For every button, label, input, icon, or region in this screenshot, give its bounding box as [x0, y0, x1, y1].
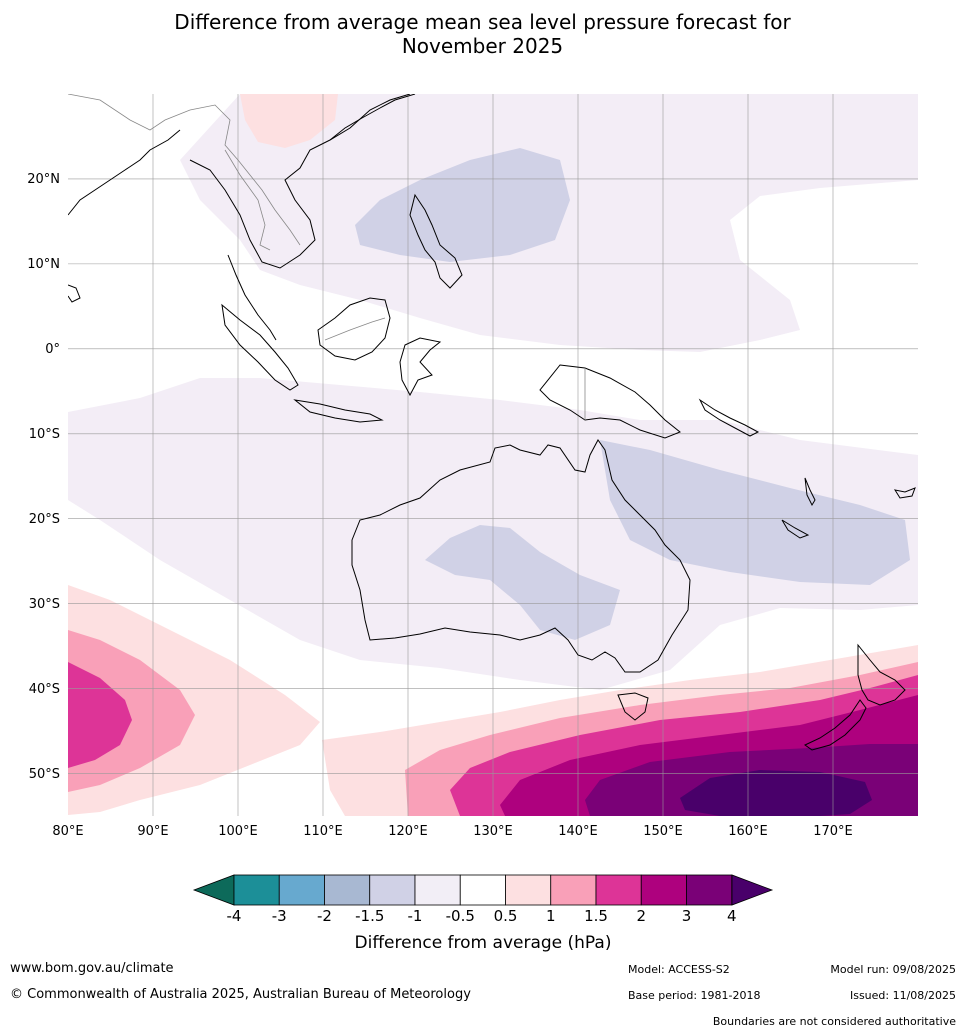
borneo-border-line	[324, 317, 386, 341]
colorbar-swatch	[550, 874, 597, 906]
model-name: Model: ACCESS-S2	[628, 963, 730, 976]
anomaly-contour-dark-purple-4-southeast	[680, 770, 872, 816]
colorbar-swatch	[595, 874, 642, 906]
colorbar-swatches	[233, 874, 733, 906]
colorbar-swatch	[640, 874, 687, 906]
lon-label-150e: 150°E	[643, 824, 683, 839]
anomaly-contour-grey-lavender-philippines	[355, 148, 570, 262]
colorbar-tick-label: -4	[227, 907, 242, 925]
model-run-date: Model run: 09/08/2025	[830, 963, 956, 976]
lon-label-100e: 100°E	[218, 824, 258, 839]
issued-date: Issued: 11/08/2025	[849, 989, 956, 1002]
colorbar-tick-label: 3	[682, 907, 692, 925]
china-coastline	[329, 94, 416, 141]
title-line-1: Difference from average mean sea level p…	[174, 10, 791, 34]
anomaly-contour-grey-lavender-western-australia	[425, 525, 620, 640]
philippines-coastline	[409, 193, 463, 289]
new-caledonia-coastline	[781, 519, 810, 539]
colorbar-swatch	[414, 874, 461, 906]
lat-label-20n: 20°N	[27, 172, 60, 187]
colorbar-swatch	[686, 874, 733, 906]
lon-label-130e: 130°E	[473, 824, 513, 839]
lon-label-140e: 140°E	[558, 824, 598, 839]
colorbar-swatch	[233, 874, 280, 906]
colorbar-tick-label: -3	[272, 907, 287, 925]
sri-lanka-coastline	[68, 284, 81, 303]
vanuatu-coastline	[804, 477, 816, 507]
lon-label-170e: 170°E	[813, 824, 853, 839]
colorbar-extend-high-arrow	[731, 874, 774, 906]
map-plot-area	[68, 94, 918, 816]
colorbar-swatch	[505, 874, 552, 906]
colorbar-tick-label: 1	[546, 907, 556, 925]
indochina-coastline	[189, 94, 411, 269]
colorbar-swatch	[324, 874, 371, 906]
longitude-labels: 80°E 90°E 100°E 110°E 120°E 130°E 140°E …	[52, 824, 852, 839]
sulawesi-coastline	[399, 337, 442, 397]
graticule	[68, 94, 918, 816]
australia-coastline	[351, 439, 691, 673]
tasmania-coastline	[617, 692, 649, 721]
lat-label-30s: 30°S	[29, 597, 60, 612]
colorbar-label: Difference from average (hPa)	[355, 933, 612, 953]
fiji-coastline	[893, 487, 916, 499]
new-guinea-coastline	[539, 364, 681, 439]
india-coastline	[68, 129, 181, 216]
new-zealand-north-coastline	[857, 643, 906, 706]
asia-border-lines	[68, 94, 301, 246]
lat-label-10s: 10°S	[29, 427, 60, 442]
anomaly-contour-grey-lavender-coral-sea	[600, 440, 910, 585]
colorbar-swatch	[278, 874, 325, 906]
colorbar-tick-label: 0.5	[494, 907, 518, 925]
lon-label-160e: 160°E	[728, 824, 768, 839]
base-period: Base period: 1981-2018	[628, 989, 761, 1002]
colorbar-extend-low-arrow	[192, 874, 235, 906]
lon-label-120e: 120°E	[388, 824, 428, 839]
coastlines	[68, 94, 916, 751]
website-link[interactable]: www.bom.gov.au/climate	[10, 961, 174, 976]
colorbar-tick-label: -0.5	[446, 907, 475, 925]
java-coastline	[293, 399, 384, 423]
lon-label-90e: 90°E	[137, 824, 168, 839]
lon-label-110e: 110°E	[303, 824, 343, 839]
sumatra-coastline	[221, 303, 299, 391]
map-title: Difference from average mean sea level p…	[0, 10, 965, 58]
indochina-border-lines	[224, 149, 271, 251]
colorbar-tick-label: 1.5	[584, 907, 608, 925]
new-zealand-south-coastline	[804, 699, 867, 751]
lat-label-50s: 50°S	[29, 767, 60, 782]
malay-peninsula-coastline	[227, 254, 277, 341]
title-line-2: November 2025	[401, 34, 564, 58]
colorbar-tick-labels: -4 -3 -2 -1.5 -1 -0.5 0.5 1 1.5 2 3 4	[227, 907, 737, 925]
colorbar-tick-label: -1	[408, 907, 423, 925]
latitude-labels: 20°N 10°N 0° 10°S 20°S 30°S 40°S 50°S	[27, 172, 60, 782]
solomon-islands-coastline	[698, 398, 760, 437]
borneo-coastline	[317, 297, 391, 361]
anomaly-contour-pink-china	[240, 94, 338, 148]
colorbar-tick-label: 4	[727, 907, 737, 925]
boundary-disclaimer: Boundaries are not considered authoritat…	[712, 1015, 956, 1028]
colorbar-swatch	[369, 874, 416, 906]
colorbar-tick-label: -1.5	[355, 907, 384, 925]
lat-label-40s: 40°S	[29, 682, 60, 697]
colorbar: -4 -3 -2 -1.5 -1 -0.5 0.5 1 1.5 2 3 4 Difference fr…	[192, 874, 774, 953]
colorbar-tick-label: 2	[636, 907, 646, 925]
lat-label-10n: 10°N	[27, 257, 60, 272]
lat-label-20s: 20°S	[29, 512, 60, 527]
lon-label-80e: 80°E	[52, 824, 83, 839]
colorbar-swatch	[459, 874, 506, 906]
lat-label-0: 0°	[45, 342, 60, 357]
country-borders	[68, 94, 586, 420]
copyright-text: © Commonwealth of Australia 2025, Austra…	[10, 987, 471, 1002]
colorbar-tick-label: -2	[317, 907, 332, 925]
